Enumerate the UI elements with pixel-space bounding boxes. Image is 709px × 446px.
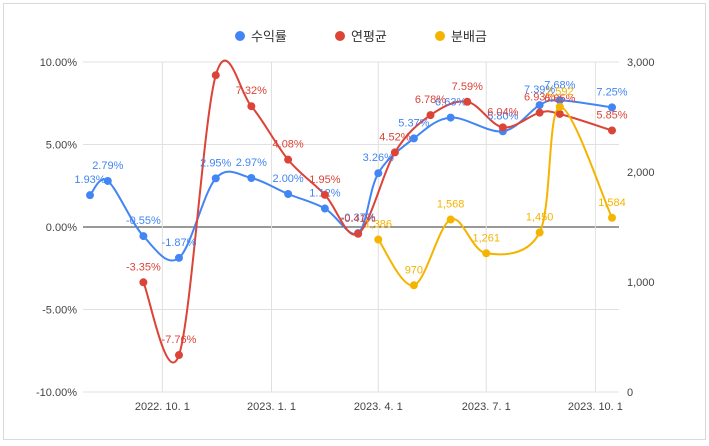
- distribution-point: [535, 228, 544, 237]
- return-point: [409, 134, 418, 143]
- y-left-tick-label: 0.00%: [46, 222, 77, 234]
- annual-average-data-label: -0.41%: [341, 213, 376, 225]
- return-point: [211, 174, 220, 183]
- annual-average-point: [284, 155, 293, 164]
- return-point: [555, 96, 564, 105]
- distribution-point: [482, 249, 491, 258]
- return-point: [608, 103, 616, 112]
- return-point: [139, 232, 148, 241]
- x-tick-label: 2023. 7. 1: [462, 401, 511, 413]
- annual-average-point: [139, 278, 148, 287]
- x-tick-label: 2023. 4. 1: [354, 401, 403, 413]
- y-right-tick-label: 2,000: [627, 167, 655, 179]
- return-point: [374, 169, 383, 178]
- return-data-label: 7.25%: [596, 86, 627, 98]
- return-point: [103, 176, 112, 185]
- distribution-legend-marker: [435, 31, 445, 41]
- y-left-tick-label: 10.00%: [40, 57, 78, 69]
- annual-average-point: [174, 351, 183, 360]
- distribution-data-label: 1,450: [526, 212, 554, 224]
- annual-average-data-label: 4.52%: [379, 131, 410, 143]
- return-point: [174, 253, 183, 262]
- annual-average-data-label: -3.35%: [126, 261, 161, 273]
- return-data-label: 2.95%: [200, 157, 231, 169]
- annual-average-point: [390, 148, 399, 157]
- annual-average-legend-marker: [335, 31, 345, 41]
- return-data-label: 2.79%: [92, 160, 123, 172]
- distribution-data-label: 1,568: [437, 199, 465, 211]
- x-tick-label: 2023. 10. 1: [568, 401, 623, 413]
- return-legend-marker: [235, 31, 245, 41]
- annual-average-data-label: 7.32%: [236, 85, 267, 97]
- annual-average-data-label: 6.85%: [544, 93, 575, 105]
- annual-average-legend-label: 연평균: [351, 29, 387, 44]
- annual-average-data-label: 6.93%: [524, 92, 555, 104]
- distribution-data-label: 1,261: [472, 232, 500, 244]
- distribution-point: [374, 235, 383, 244]
- annual-average-point: [535, 108, 544, 117]
- distribution-point: [608, 213, 616, 222]
- return-data-label: 5.37%: [398, 117, 429, 129]
- combo-line-chart: -10.00% -5.00% 0.00% 5.00% 10.00% 0 1,000 2,000…: [36, 29, 655, 413]
- annual-average-point: [608, 126, 616, 135]
- y-left-tick-label: -5.00%: [42, 305, 77, 317]
- distribution-point: [555, 102, 564, 111]
- chart-container: -10.00% -5.00% 0.00% 5.00% 10.00% 0 1,000 2,000…: [3, 3, 706, 440]
- annual-average-point: [426, 111, 435, 120]
- return-data-label: 2.97%: [236, 157, 267, 169]
- distribution-point: [446, 215, 455, 224]
- annual-average-data-label: 6.78%: [415, 94, 446, 106]
- return-data-label: 2.00%: [273, 173, 304, 185]
- distribution-data-label: 2,592: [546, 86, 574, 98]
- distribution-legend-label: 분배금: [451, 29, 487, 44]
- return-data-label: 3.26%: [363, 152, 394, 164]
- return-point: [320, 204, 329, 213]
- return-point: [446, 113, 455, 122]
- return-data-label: 6.63%: [435, 97, 466, 109]
- annual-average-point: [211, 71, 220, 80]
- return-data-label: -0.37%: [341, 212, 376, 224]
- return-point: [86, 191, 94, 200]
- return-data-label: -0.55%: [126, 215, 161, 227]
- annual-average-point: [555, 109, 564, 118]
- distribution-data-label: 1,584: [598, 197, 626, 209]
- y-left-tick-label: 5.00%: [46, 140, 77, 152]
- y-left-tick-label: -10.00%: [36, 387, 77, 399]
- return-data-label: -1.87%: [162, 237, 197, 249]
- annual-average-data-label: -7.76%: [162, 334, 197, 346]
- distribution-data-label: 1,386: [365, 219, 393, 231]
- annual-average-data-label: 1.95%: [309, 174, 340, 186]
- return-point: [247, 173, 256, 182]
- annual-average-point: [320, 190, 329, 199]
- annual-average-point: [247, 102, 256, 111]
- return-point: [535, 101, 544, 110]
- annual-average-series-line: [142, 59, 613, 364]
- return-data-label: 7.39%: [524, 84, 555, 96]
- return-data-label: 1.93%: [74, 174, 105, 186]
- annual-average-data-label: 4.08%: [273, 139, 304, 151]
- distribution-data-label: 970: [405, 264, 423, 276]
- annual-average-data-label: 6.04%: [487, 106, 518, 118]
- annual-average-point: [498, 123, 507, 132]
- y-right-tick-label: 3,000: [627, 57, 655, 69]
- distribution-point: [409, 281, 418, 290]
- annual-average-data-label: 5.85%: [596, 109, 627, 121]
- annual-average-data-label: 7.59%: [452, 81, 483, 93]
- y-right-tick-label: 1,000: [627, 277, 655, 289]
- annual-average-point: [354, 229, 363, 238]
- return-legend-label: 수익률: [251, 29, 287, 44]
- return-point: [284, 190, 293, 198]
- x-tick-label: 2022. 10. 1: [135, 401, 190, 413]
- annual-average-point: [463, 97, 472, 106]
- return-data-label: 5.80%: [487, 110, 518, 122]
- y-right-tick-label: 0: [627, 387, 633, 399]
- x-tick-label: 2023. 1. 1: [247, 401, 296, 413]
- distribution-series-line: [377, 105, 613, 287]
- return-data-label: 7.68%: [544, 79, 575, 91]
